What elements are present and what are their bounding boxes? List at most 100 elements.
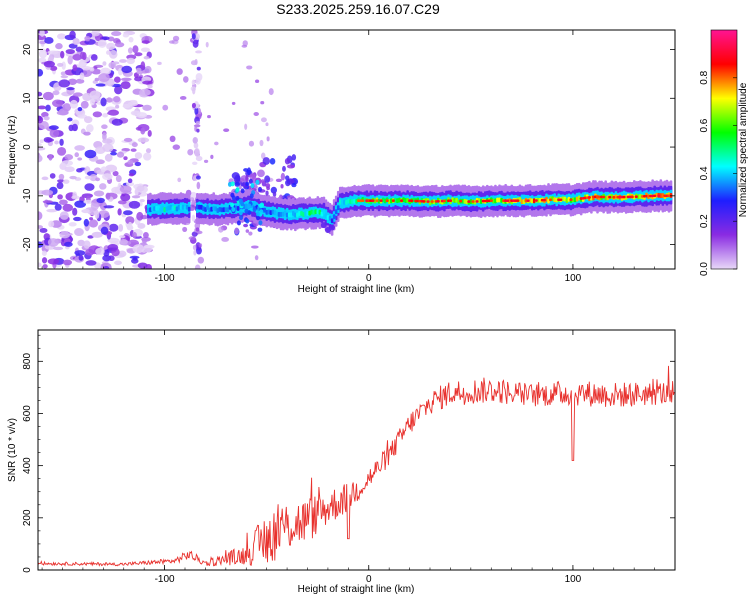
spectrogram-noise-blob xyxy=(113,96,121,103)
spectrogram-noise-blob xyxy=(241,44,248,48)
spectrogram-cluster-blob xyxy=(260,179,265,184)
snr-y-tick-label: 800 xyxy=(22,353,33,370)
spectrogram-noise-blob xyxy=(61,160,73,167)
spectrogram-ridge-core xyxy=(659,193,663,199)
spectrogram-noise-blob xyxy=(113,76,121,83)
spectrogram-ridge-core xyxy=(304,211,307,217)
spectrogram-ridge-core xyxy=(165,206,169,212)
spectrogram-noise-blob xyxy=(259,139,264,147)
spectrogram-noise-blob xyxy=(260,101,265,105)
spectrogram-ridge-core xyxy=(494,198,497,204)
spectrogram-noise-blob xyxy=(125,216,135,225)
spectrogram-noise-blob xyxy=(192,87,196,95)
spectrogram-noise-blob xyxy=(100,67,111,75)
spectrogram-noise-blob xyxy=(90,201,99,211)
spectrogram-noise-blob xyxy=(67,117,73,122)
spectrogram-noise-blob xyxy=(38,57,47,63)
spectrogram-noise-blob xyxy=(122,33,130,38)
spectrogram-ridge-core xyxy=(347,198,350,204)
spectrogram-noise-blob xyxy=(116,151,125,158)
spectrogram-ridge-core xyxy=(202,206,205,212)
spectrogram-noise-blob xyxy=(94,77,100,82)
spectrogram-noise-blob xyxy=(89,67,95,72)
spectrogram-noise-blob xyxy=(191,214,196,222)
spectrogram-noise-blob xyxy=(62,179,70,184)
spectrogram-noise-blob xyxy=(221,237,229,242)
spectrogram-noise-blob xyxy=(54,203,62,211)
spectrogram-ridge-core xyxy=(177,204,181,210)
spectrogram-noise-blob xyxy=(120,77,132,82)
spectrogram-ridge-peak xyxy=(602,195,606,199)
spectrogram-noise-blob xyxy=(123,210,133,216)
spectrogram-ridge-core xyxy=(530,198,534,204)
spectrogram-noise-blob xyxy=(103,205,115,209)
snr-y-tick-label: 400 xyxy=(22,457,33,474)
spectrogram-noise-blob xyxy=(143,152,152,161)
spectrogram-noise-blob xyxy=(62,103,72,112)
spectrogram-noise-blob xyxy=(64,154,74,161)
snr-y-tick-label: 200 xyxy=(22,509,33,526)
spectrogram-noise-blob xyxy=(188,236,196,241)
spectrogram-ridge-peak xyxy=(612,196,616,199)
spectrogram-noise-blob xyxy=(38,48,45,52)
spectrogram-cluster-blob xyxy=(275,178,282,183)
spectrogram-noise-blob xyxy=(195,227,200,232)
spectrogram-x-tick-label: 100 xyxy=(565,273,582,284)
spectrogram-ridge-core xyxy=(332,214,336,220)
spectrogram-cluster-blob xyxy=(285,179,291,187)
spectrogram-ridge-core xyxy=(330,218,334,224)
spectrogram-ridge-peak xyxy=(448,199,453,203)
spectrogram-noise-blob xyxy=(90,54,98,61)
snr-x-tick-label: 0 xyxy=(366,574,372,585)
spectrogram-ridge-core xyxy=(181,204,185,210)
spectrogram-ridge-core xyxy=(567,196,571,202)
spectrogram-noise-blob xyxy=(195,77,201,85)
spectrogram-cluster-blob xyxy=(246,167,252,176)
spectrogram-ridge-core xyxy=(500,197,503,203)
spectrogram-ridge-core xyxy=(318,209,322,215)
spectrogram-noise-blob xyxy=(62,203,74,212)
spectrogram-ridge-core xyxy=(351,199,354,204)
spectrogram-noise-blob xyxy=(100,166,108,173)
spectrogram-ridge-core xyxy=(277,212,281,217)
spectrogram-noise-blob xyxy=(177,177,182,183)
spectrogram-noise-blob xyxy=(157,61,162,65)
spectrogram-ridge-peak xyxy=(630,195,634,199)
spectrogram-noise-blob xyxy=(98,73,110,83)
spectrogram-noise-blob xyxy=(134,52,143,57)
spectrogram-ridge-core xyxy=(498,197,501,203)
spectrogram-ridge-core xyxy=(294,212,297,218)
spectrogram-noise-blob xyxy=(43,60,55,68)
spectrogram-ridge-core xyxy=(312,210,316,216)
spectrogram-ridge-core xyxy=(179,204,183,210)
spectrogram-noise-blob xyxy=(41,189,54,196)
spectrogram-ridge-core xyxy=(263,207,267,213)
colorbar-label: Normalized spectral amplitude xyxy=(738,82,749,217)
spectrogram-noise-blob xyxy=(203,159,209,163)
spectrogram-noise-blob xyxy=(101,36,110,41)
spectrogram-noise-blob xyxy=(95,159,105,165)
spectrogram-noise-blob xyxy=(38,91,43,97)
spectrogram-y-tick-label: 20 xyxy=(22,44,33,56)
spectrogram-ridge-peak xyxy=(385,199,389,203)
spectrogram-ridge-core xyxy=(383,198,387,204)
spectrogram-ridge-core xyxy=(453,198,456,203)
spectrogram-noise-blob xyxy=(139,199,145,203)
spectrogram-cluster-blob xyxy=(265,190,269,197)
spectrogram-ridge-core xyxy=(169,204,173,210)
spectrogram-noise-blob xyxy=(83,218,90,227)
spectrogram-noise-blob xyxy=(102,61,107,66)
spectrogram-ridge-core xyxy=(508,198,512,204)
spectrogram-ridge-core xyxy=(265,209,269,215)
spectrogram-noise-blob xyxy=(41,111,49,118)
spectrogram-cluster-blob xyxy=(258,220,263,226)
spectrogram-cluster-blob xyxy=(262,157,270,165)
spectrogram-cluster-blob xyxy=(258,186,263,192)
spectrogram-noise-blob xyxy=(128,101,139,107)
spectrogram-noise-blob xyxy=(231,101,236,105)
spectrogram-ridge-peak xyxy=(391,199,395,203)
spectrogram-noise-blob xyxy=(38,154,43,163)
spectrogram-noise-blob xyxy=(143,231,149,239)
spectrogram-ridge-core xyxy=(637,194,640,200)
